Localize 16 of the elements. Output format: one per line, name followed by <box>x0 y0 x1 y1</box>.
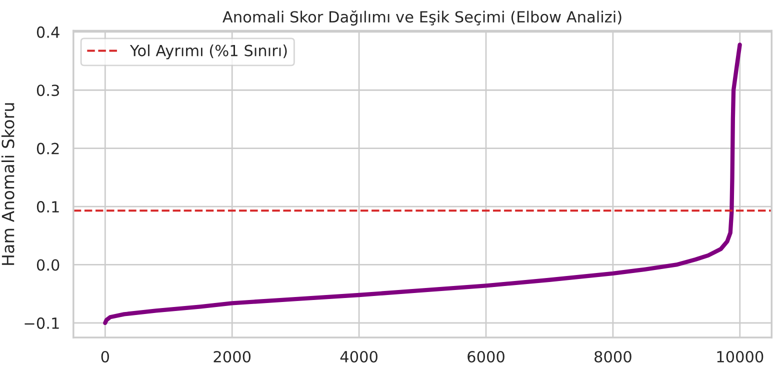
y-tick-label: 0.1 <box>36 201 59 213</box>
x-tick-label: 4000 <box>340 350 378 363</box>
x-tick-label: 0 <box>101 350 109 363</box>
x-tick-label: 8000 <box>594 350 632 363</box>
y-tick-label: 0.2 <box>36 142 59 154</box>
line-series <box>103 42 742 326</box>
x-tick-label: 2000 <box>214 350 251 363</box>
y-tick-label: 0.4 <box>36 26 60 38</box>
x-tick-label: 6000 <box>468 350 504 363</box>
x-tick-label: 10000 <box>717 350 764 363</box>
y-axis-title: Ham Anomali Skoru <box>1 103 14 265</box>
y-tick-label: 0.0 <box>36 259 60 271</box>
chart-title: Anomali Skor Dağılımı ve Eşik Seçimi (Elbow Analizi) <box>222 10 622 26</box>
legend-label: Yol Ayrımı (%1 Sınırı) <box>130 44 287 60</box>
y-tick-label: 0.3 <box>36 84 59 96</box>
y-tick-label: −0.1 <box>24 317 59 329</box>
